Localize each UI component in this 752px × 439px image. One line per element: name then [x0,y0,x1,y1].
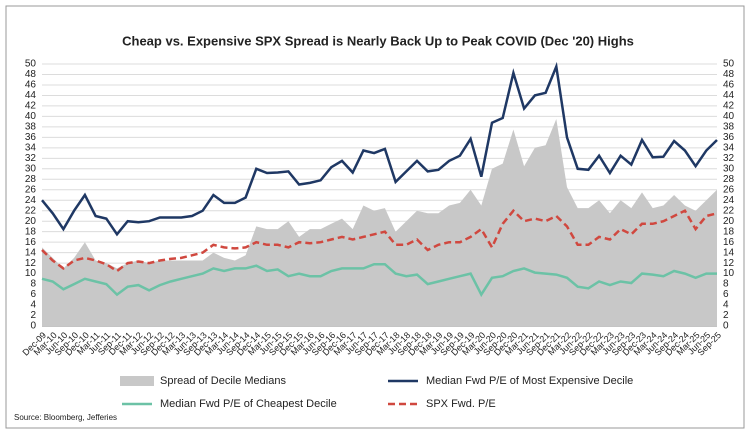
y2-tick-label: 14 [723,247,735,258]
y2-tick-label: 4 [723,300,729,311]
y2-tick-label: 30 [723,163,735,174]
y2-tick-label: 32 [723,153,735,164]
y2-tick-label: 44 [723,90,735,101]
y2-tick-label: 10 [723,268,735,279]
y2-tick-label: 36 [723,132,735,143]
y-tick-label: 0 [30,321,36,332]
y2-tick-label: 20 [723,216,735,227]
legend-label: SPX Fwd. P/E [426,398,496,410]
y-tick-label: 4 [30,300,36,311]
y-tick-label: 32 [25,153,37,164]
y-tick-label: 10 [25,268,37,279]
y-tick-label: 30 [25,163,37,174]
y2-tick-label: 26 [723,184,735,195]
legend-label: Median Fwd P/E of Most Expensive Decile [426,375,633,387]
y-tick-label: 26 [25,184,37,195]
y-tick-label: 6 [30,289,36,300]
y-tick-label: 38 [25,122,37,133]
y-tick-label: 48 [25,69,37,80]
y-tick-label: 40 [25,111,37,122]
y2-tick-label: 12 [723,258,735,269]
y2-tick-label: 28 [723,174,735,185]
y2-tick-label: 48 [723,69,735,80]
y-tick-label: 14 [25,247,37,258]
y-tick-label: 46 [25,80,37,91]
y-tick-label: 2 [30,310,36,321]
y2-tick-label: 22 [723,205,735,216]
line [41,262,717,298]
y2-tick-label: 40 [723,111,735,122]
legend-label: Median Fwd P/E of Cheapest Decile [160,398,337,410]
y2-tick-label: 16 [723,237,735,248]
y-tick-label: 28 [25,174,37,185]
y-tick-label: 34 [25,142,37,153]
line [41,61,718,237]
y2-tick-label: 2 [723,310,729,321]
y2-tick-label: 18 [723,226,735,237]
y2-tick-label: 42 [723,101,735,112]
y2-tick-label: 8 [723,279,729,290]
y-tick-label: 36 [25,132,37,143]
y2-tick-label: 50 [723,59,735,70]
y-tick-label: 42 [25,101,37,112]
y-tick-label: 44 [25,90,37,101]
y2-tick-label: 24 [723,195,735,206]
y2-tick-label: 6 [723,289,729,300]
y-tick-label: 8 [30,279,36,290]
y2-tick-label: 38 [723,122,735,133]
legend-swatch [120,376,154,386]
y2-tick-label: 34 [723,142,735,153]
y-tick-label: 12 [25,258,37,269]
y-tick-label: 20 [25,216,37,227]
legend-label: Spread of Decile Medians [160,375,286,387]
y-tick-label: 24 [25,195,37,206]
y-tick-label: 22 [25,205,37,216]
y-tick-label: 16 [25,237,37,248]
source: Source: Bloomberg, Jefferies [14,413,117,422]
y2-tick-label: 46 [723,80,735,91]
y2-tick-label: 0 [723,321,729,332]
chart-title: Cheap vs. Expensive SPX Spread is Nearly… [122,33,634,48]
y-tick-label: 50 [25,59,37,70]
y-tick-label: 18 [25,226,37,237]
